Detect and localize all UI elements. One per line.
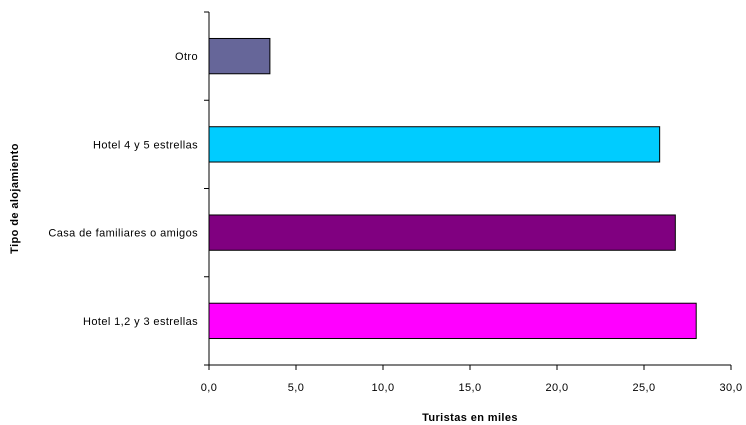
x-axis-title: Turistas en miles: [422, 412, 518, 424]
x-tick-label: 15,0: [458, 382, 481, 394]
category-label: Casa de familiares o amigos: [48, 228, 198, 240]
category-labels: Otro Hotel 4 y 5 estrellas Casa de familia…: [48, 51, 198, 328]
y-axis-title: Tipo de alojamiento: [9, 143, 21, 254]
x-tick-label: 10,0: [371, 382, 394, 394]
x-tick-label: 25,0: [632, 382, 655, 394]
x-tick-label: 30,0: [719, 382, 742, 394]
x-tick-label: 20,0: [545, 382, 568, 394]
x-ticks-group: 0,0 5,0 10,0 15,0 20,0 25,0 30,0: [201, 365, 742, 394]
category-label: Otro: [175, 51, 198, 63]
category-label: Hotel 4 y 5 estrellas: [93, 139, 198, 151]
x-tick-label: 0,0: [201, 382, 218, 394]
bar: [208, 302, 697, 340]
bar: [208, 37, 271, 75]
bar: [208, 126, 661, 163]
x-tick-label: 5,0: [288, 382, 305, 394]
category-label: Hotel 1,2 y 3 estrellas: [83, 316, 198, 328]
bars-group: [208, 37, 697, 340]
bar: [208, 214, 676, 251]
